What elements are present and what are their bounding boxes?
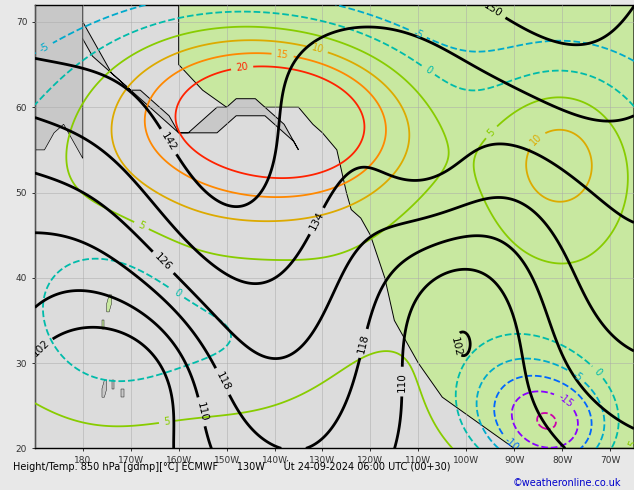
Text: 0: 0 bbox=[423, 64, 434, 76]
Text: -15: -15 bbox=[556, 392, 574, 410]
Polygon shape bbox=[35, 5, 299, 150]
Text: -5: -5 bbox=[411, 27, 424, 40]
Text: 5: 5 bbox=[486, 126, 497, 138]
Text: 10: 10 bbox=[529, 132, 544, 147]
Polygon shape bbox=[121, 389, 124, 397]
Polygon shape bbox=[179, 5, 634, 448]
Text: -5: -5 bbox=[37, 41, 51, 54]
Text: 118: 118 bbox=[214, 370, 231, 392]
Polygon shape bbox=[102, 380, 107, 397]
Text: 110: 110 bbox=[195, 401, 209, 422]
Text: 142: 142 bbox=[159, 130, 178, 153]
Polygon shape bbox=[35, 5, 83, 158]
Text: 5: 5 bbox=[163, 416, 171, 427]
Polygon shape bbox=[112, 380, 114, 389]
Text: 102: 102 bbox=[30, 338, 51, 359]
Text: 0: 0 bbox=[172, 287, 183, 299]
Text: 126: 126 bbox=[153, 252, 174, 273]
Text: 118: 118 bbox=[356, 333, 371, 354]
Text: 20: 20 bbox=[235, 62, 249, 74]
Text: 5: 5 bbox=[626, 439, 634, 448]
Text: 110: 110 bbox=[397, 371, 407, 392]
Text: -5: -5 bbox=[570, 369, 584, 383]
Text: 5: 5 bbox=[136, 220, 146, 231]
Polygon shape bbox=[102, 320, 105, 329]
Text: 134: 134 bbox=[307, 210, 326, 232]
Text: 10: 10 bbox=[310, 43, 325, 55]
Text: 15: 15 bbox=[276, 49, 289, 61]
Text: Height/Temp. 850 hPa [gdmp][°C] ECMWF      130W      Út 24-09-2024 06:00 UTC (00: Height/Temp. 850 hPa [gdmp][°C] ECMWF 13… bbox=[13, 460, 450, 472]
Text: ©weatheronline.co.uk: ©weatheronline.co.uk bbox=[513, 478, 621, 488]
Text: 102: 102 bbox=[449, 336, 463, 357]
Text: 0: 0 bbox=[592, 367, 604, 378]
Text: 150: 150 bbox=[482, 0, 504, 20]
Polygon shape bbox=[107, 295, 112, 312]
Text: -10: -10 bbox=[502, 435, 521, 453]
